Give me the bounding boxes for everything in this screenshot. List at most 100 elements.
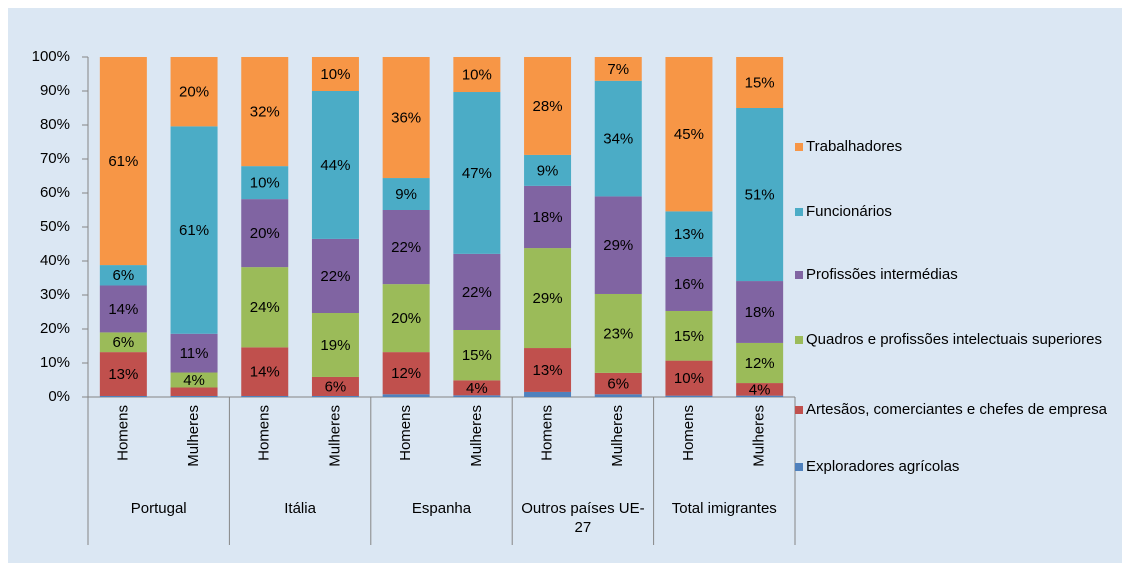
data-label: 6% (607, 376, 629, 393)
bar-segment (665, 256, 713, 311)
data-label: 14% (250, 364, 280, 381)
data-label: 4% (466, 380, 488, 397)
bar-segment (736, 395, 784, 397)
data-label: 6% (113, 267, 135, 284)
bar-segment (665, 310, 713, 361)
bar-segment (594, 57, 642, 81)
group-label: Total imigrantes (671, 500, 777, 517)
bar-segment (241, 166, 289, 200)
data-label: 13% (533, 362, 563, 379)
bar-segment (594, 293, 642, 373)
data-label: 13% (108, 366, 138, 383)
bar-segment (170, 372, 218, 388)
bar-segment (524, 154, 572, 186)
x-tick-label: Mulheres (185, 405, 202, 467)
data-label: 32% (250, 104, 280, 121)
bar-segment (524, 57, 572, 155)
data-label: 22% (320, 268, 350, 285)
group-label-box: Outros países UE-27 (521, 500, 644, 536)
x-tick-label: Homens (114, 405, 131, 461)
x-tick-label: Mulheres (751, 405, 768, 467)
data-label: 29% (603, 237, 633, 254)
bar-segment (736, 108, 784, 282)
legend-label-box: Exploradores agrícolas (806, 458, 959, 475)
bar-segment (665, 395, 713, 397)
bar-segment (594, 372, 642, 395)
y-tick-label: 10% (40, 354, 70, 371)
data-label: 45% (674, 126, 704, 143)
x-tick-label: Homens (256, 405, 273, 461)
legend-label-box: Profissões intermédias (806, 266, 958, 283)
data-label: 18% (533, 209, 563, 226)
x-tick-label: Mulheres (468, 405, 485, 467)
bar-segment (594, 196, 642, 294)
bar-segment (736, 383, 784, 396)
bar-segment (99, 57, 147, 266)
data-label: 51% (745, 186, 775, 203)
bar-segment (382, 394, 430, 397)
data-label: 22% (462, 284, 492, 301)
bar-segment (453, 57, 501, 93)
data-label: 10% (462, 66, 492, 83)
bar-segment (736, 281, 784, 343)
data-label: 34% (603, 131, 633, 148)
bar-segment (311, 313, 359, 377)
data-label: 20% (391, 310, 421, 327)
bar-segment (170, 395, 218, 397)
bar-segment (241, 347, 289, 396)
bar-segment (382, 210, 430, 285)
group-label-box: Portugal (131, 500, 187, 517)
y-tick-label: 0% (48, 388, 70, 405)
group-label: Itália (284, 500, 316, 517)
bar-segment (241, 199, 289, 268)
data-label: 36% (391, 109, 421, 126)
bar-segment (736, 57, 784, 108)
y-tick-label: 20% (40, 320, 70, 337)
x-tick-label: Homens (680, 405, 697, 461)
bar-segment (382, 352, 430, 395)
bar-segment (99, 265, 147, 286)
data-label: 9% (537, 162, 559, 179)
bar-segment (453, 330, 501, 381)
data-label: 7% (607, 61, 629, 78)
x-tick-label: Mulheres (326, 405, 343, 467)
data-label: 6% (325, 378, 347, 395)
data-label: 44% (320, 157, 350, 174)
data-label: 61% (179, 222, 209, 239)
data-label: 10% (320, 66, 350, 83)
data-label: 16% (674, 276, 704, 293)
bar-segment (524, 391, 572, 397)
legend-swatch (795, 463, 803, 471)
data-label: 18% (745, 304, 775, 321)
bar-segment (170, 126, 218, 334)
group-label-box: Itália (284, 500, 316, 517)
bar-segment (241, 267, 289, 348)
legend-swatch (795, 208, 803, 216)
bar-segment (594, 394, 642, 397)
legend-label-box: Funcionários (806, 203, 892, 220)
legend-label: Artesãos, comerciantes e chefes de empre… (806, 401, 1107, 418)
data-label: 20% (179, 84, 209, 101)
legend-swatch (795, 271, 803, 279)
data-label: 14% (108, 301, 138, 318)
bar-segment (311, 238, 359, 314)
data-label: 20% (250, 225, 280, 242)
y-tick-label: 90% (40, 82, 70, 99)
y-tick-label: 40% (40, 252, 70, 269)
legend-label: Quadros e profissões intelectuais superi… (806, 331, 1102, 348)
y-tick-label: 80% (40, 116, 70, 133)
data-label: 22% (391, 239, 421, 256)
bar-segment (382, 178, 430, 210)
bar-segment (665, 360, 713, 396)
bar-segment (382, 57, 430, 179)
bar-segment (241, 57, 289, 167)
legend-label-box: Trabalhadores (806, 138, 902, 155)
group-label-box: Espanha (412, 500, 471, 517)
legend-swatch (795, 143, 803, 151)
data-label: 13% (674, 226, 704, 243)
data-label: 10% (674, 370, 704, 387)
bar-segment (170, 387, 218, 396)
bar-segment (736, 342, 784, 384)
legend-label: Funcionários (806, 203, 892, 220)
